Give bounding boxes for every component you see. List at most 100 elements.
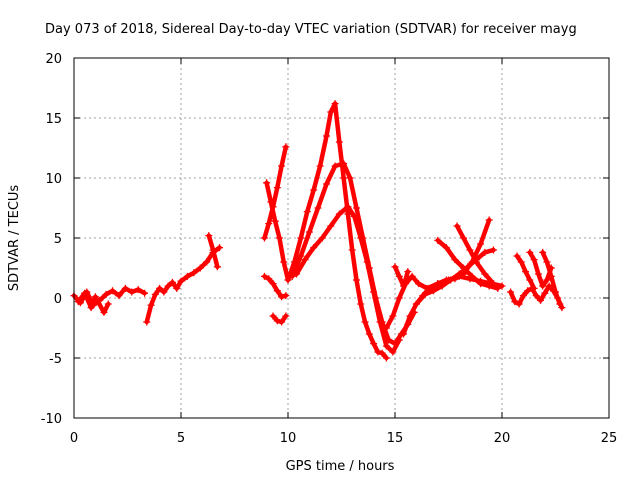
y-tick-label: -10	[41, 412, 62, 427]
series-arc-g	[260, 272, 290, 301]
data-trace	[277, 235, 286, 265]
data-trace	[315, 181, 329, 211]
data-trace	[324, 109, 334, 139]
data-trace	[390, 295, 402, 319]
x-tick-label: 10	[280, 431, 297, 446]
data-trace	[379, 350, 389, 361]
data-trace	[347, 175, 359, 211]
data-trace	[328, 211, 342, 229]
data-trace	[290, 253, 304, 279]
series-arc-f	[260, 143, 290, 242]
data-point	[556, 300, 564, 308]
grid	[74, 58, 609, 418]
data-trace	[317, 133, 329, 169]
axis-ticks: 0 5 10 15 20 25 -10 -5 0 5 10 15 20	[41, 52, 618, 446]
data-trace	[354, 277, 364, 307]
data-trace	[553, 289, 563, 307]
data-trace	[371, 289, 383, 325]
data-trace	[144, 302, 154, 325]
data-point	[382, 354, 390, 362]
data-point	[282, 312, 290, 320]
data-trace	[364, 259, 376, 295]
x-tick-label: 0	[70, 431, 78, 446]
series-arc-k	[293, 203, 403, 356]
data-trace	[352, 214, 364, 241]
data-point	[282, 292, 290, 300]
data-trace	[332, 101, 342, 145]
series-arc-b	[74, 289, 112, 316]
data-point	[530, 284, 538, 292]
data-trace	[337, 139, 346, 181]
chart-title: Day 073 of 2018, Sidereal Day-to-day VTE…	[45, 22, 577, 37]
data-trace	[93, 294, 107, 315]
x-tick-label: 15	[387, 431, 404, 446]
series-arc-s	[513, 252, 538, 292]
series-arc-o	[391, 263, 412, 290]
data-point	[104, 300, 112, 308]
data-trace	[298, 209, 310, 241]
data-trace	[354, 205, 366, 241]
data-trace	[292, 235, 304, 265]
plot-frame	[73, 57, 610, 419]
data-trace	[270, 185, 280, 210]
y-tick-label: 5	[54, 232, 62, 247]
data-trace	[294, 257, 308, 277]
x-tick-label: 25	[601, 431, 618, 446]
x-axis-label: GPS time / hours	[286, 459, 395, 474]
data-trace	[279, 313, 289, 325]
data-trace	[358, 301, 368, 325]
data-trace	[345, 211, 355, 253]
data-trace	[266, 204, 276, 226]
data-point	[404, 268, 412, 276]
data-trace	[444, 245, 458, 262]
data-point	[558, 304, 566, 312]
data-trace	[478, 217, 492, 247]
data-trace	[206, 233, 216, 253]
data-trace	[407, 301, 419, 319]
data-trace	[275, 163, 284, 190]
data-trace	[349, 247, 359, 283]
data-trace	[210, 247, 220, 270]
data-trace	[319, 223, 334, 241]
data-trace	[390, 337, 402, 355]
y-axis-label: SDTVAR / TECUs	[7, 185, 22, 292]
data-trace	[544, 259, 554, 279]
data-trace	[379, 319, 391, 343]
series-arc-u	[539, 248, 564, 308]
data-point	[489, 280, 497, 288]
data-trace	[305, 187, 316, 214]
y-tick-label: 15	[45, 112, 62, 127]
data-trace	[324, 163, 338, 187]
y-tick-label: -5	[49, 352, 62, 367]
data-trace	[101, 301, 111, 315]
data-trace	[454, 223, 466, 241]
data-point	[141, 289, 149, 297]
data-trace	[307, 205, 321, 235]
data-trace	[264, 180, 274, 205]
data-trace	[298, 229, 312, 259]
y-tick-label: 0	[54, 292, 62, 307]
y-tick-label: 10	[45, 172, 62, 187]
series-arc-p	[434, 236, 502, 292]
data-trace	[302, 245, 316, 262]
data-trace	[279, 144, 289, 169]
series-arc-d	[205, 232, 221, 271]
y-tick-label: 20	[45, 52, 62, 67]
data-trace	[482, 271, 496, 286]
data-trace	[272, 218, 282, 241]
data-point	[494, 284, 502, 292]
data-trace	[262, 221, 271, 241]
data-point	[498, 282, 506, 290]
data-point	[395, 336, 403, 344]
data-trace	[527, 277, 537, 291]
data-trace	[401, 313, 413, 337]
data-trace	[461, 235, 473, 253]
x-tick-label: 5	[177, 431, 185, 446]
data-trace	[384, 313, 396, 331]
data-trace	[341, 161, 353, 181]
data-point	[213, 263, 221, 271]
data-marks	[70, 100, 566, 362]
data-point	[485, 216, 493, 224]
data-point	[489, 246, 497, 254]
